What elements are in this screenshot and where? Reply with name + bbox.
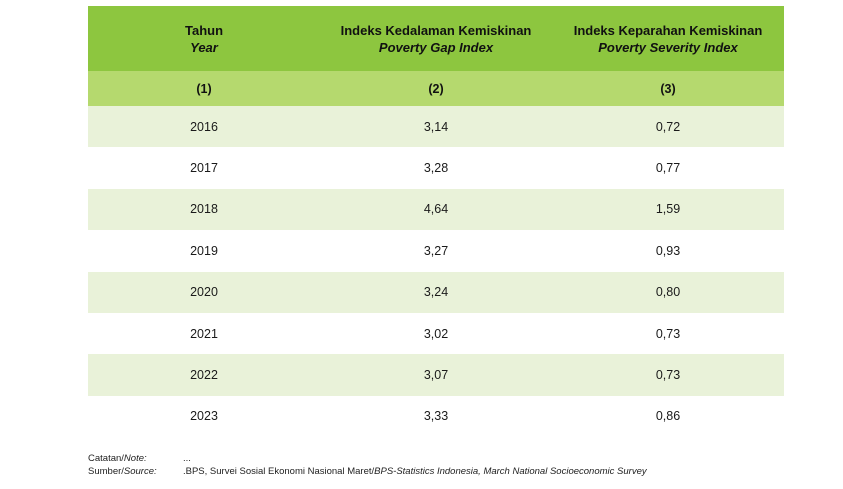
header-poverty-severity-id: Indeks Keparahan Kemiskinan xyxy=(573,22,763,38)
cell-poverty-gap: 3,33 xyxy=(320,395,552,438)
column-number-3: (3) xyxy=(552,71,784,106)
cell-poverty-severity: 0,93 xyxy=(552,230,784,272)
table-row: 2017 3,28 0,77 xyxy=(88,147,784,189)
table-row: 2022 3,07 0,73 xyxy=(88,354,784,396)
column-number-1: (1) xyxy=(88,71,320,106)
source-value-id: .BPS, Survei Sosial Ekonomi Nasional Mar… xyxy=(183,466,375,477)
header-year: Tahun Year xyxy=(88,6,320,71)
cell-year: 2019 xyxy=(88,230,320,272)
cell-poverty-gap: 3,27 xyxy=(320,230,552,272)
cell-poverty-severity: 1,59 xyxy=(552,188,784,231)
table-row: 2016 3,14 0,72 xyxy=(88,106,784,148)
table-row: 2019 3,27 0,93 xyxy=(88,230,784,272)
cell-poverty-severity: 0,73 xyxy=(552,354,784,396)
note-label: Catatan/Note: xyxy=(88,452,183,465)
cell-year: 2021 xyxy=(88,312,320,355)
cell-poverty-severity: 0,86 xyxy=(552,395,784,438)
table-header-row: Tahun Year Indeks Kedalaman Kemiskinan P… xyxy=(88,6,784,71)
header-poverty-gap-en: Poverty Gap Index xyxy=(378,39,494,55)
cell-year: 2023 xyxy=(88,395,320,438)
cell-poverty-severity: 0,72 xyxy=(552,106,784,148)
header-poverty-gap-id: Indeks Kedalaman Kemiskinan xyxy=(340,22,532,38)
column-number-row: (1) (2) (3) xyxy=(88,71,784,106)
table-row: 2020 3,24 0,80 xyxy=(88,271,784,313)
note-line: Catatan/Note: ... xyxy=(88,452,647,465)
poverty-index-table: Tahun Year Indeks Kedalaman Kemiskinan P… xyxy=(88,6,784,438)
header-year-id: Tahun xyxy=(184,22,224,38)
table-notes: Catatan/Note: ... Sumber/Source: .BPS, S… xyxy=(88,452,647,478)
table-row: 2018 4,64 1,59 xyxy=(88,188,784,231)
source-line: Sumber/Source: .BPS, Survei Sosial Ekono… xyxy=(88,465,647,478)
poverty-index-table-container: Tahun Year Indeks Kedalaman Kemiskinan P… xyxy=(88,6,784,438)
cell-poverty-severity: 0,80 xyxy=(552,271,784,313)
source-label-id: Sumber/ xyxy=(88,466,124,477)
cell-year: 2016 xyxy=(88,106,320,148)
table-row: 2023 3,33 0,86 xyxy=(88,395,784,438)
note-value: ... xyxy=(183,453,191,464)
cell-year: 2020 xyxy=(88,271,320,313)
cell-poverty-severity: 0,77 xyxy=(552,147,784,189)
source-value-en: BPS-Statistics Indonesia, March National… xyxy=(374,466,647,477)
header-poverty-gap: Indeks Kedalaman Kemiskinan Poverty Gap … xyxy=(320,6,552,71)
cell-poverty-gap: 3,14 xyxy=(320,106,552,148)
cell-poverty-gap: 3,07 xyxy=(320,354,552,396)
cell-poverty-gap: 3,28 xyxy=(320,147,552,189)
header-poverty-severity: Indeks Keparahan Kemiskinan Poverty Seve… xyxy=(552,6,784,71)
table-row: 2021 3,02 0,73 xyxy=(88,312,784,355)
cell-poverty-gap: 4,64 xyxy=(320,188,552,231)
note-label-en: Note: xyxy=(123,453,147,464)
source-label-en: Source: xyxy=(123,466,157,477)
cell-poverty-severity: 0,73 xyxy=(552,312,784,355)
note-label-id: Catatan/ xyxy=(88,453,124,464)
column-number-2: (2) xyxy=(320,71,552,106)
header-poverty-severity-en: Poverty Severity Index xyxy=(598,39,738,55)
header-year-en: Year xyxy=(190,39,218,55)
cell-poverty-gap: 3,02 xyxy=(320,312,552,355)
source-value: .BPS, Survei Sosial Ekonomi Nasional Mar… xyxy=(183,465,647,478)
cell-year: 2022 xyxy=(88,354,320,396)
cell-year: 2018 xyxy=(88,188,320,231)
cell-poverty-gap: 3,24 xyxy=(320,271,552,313)
source-label: Sumber/Source: xyxy=(88,465,183,478)
cell-year: 2017 xyxy=(88,147,320,189)
